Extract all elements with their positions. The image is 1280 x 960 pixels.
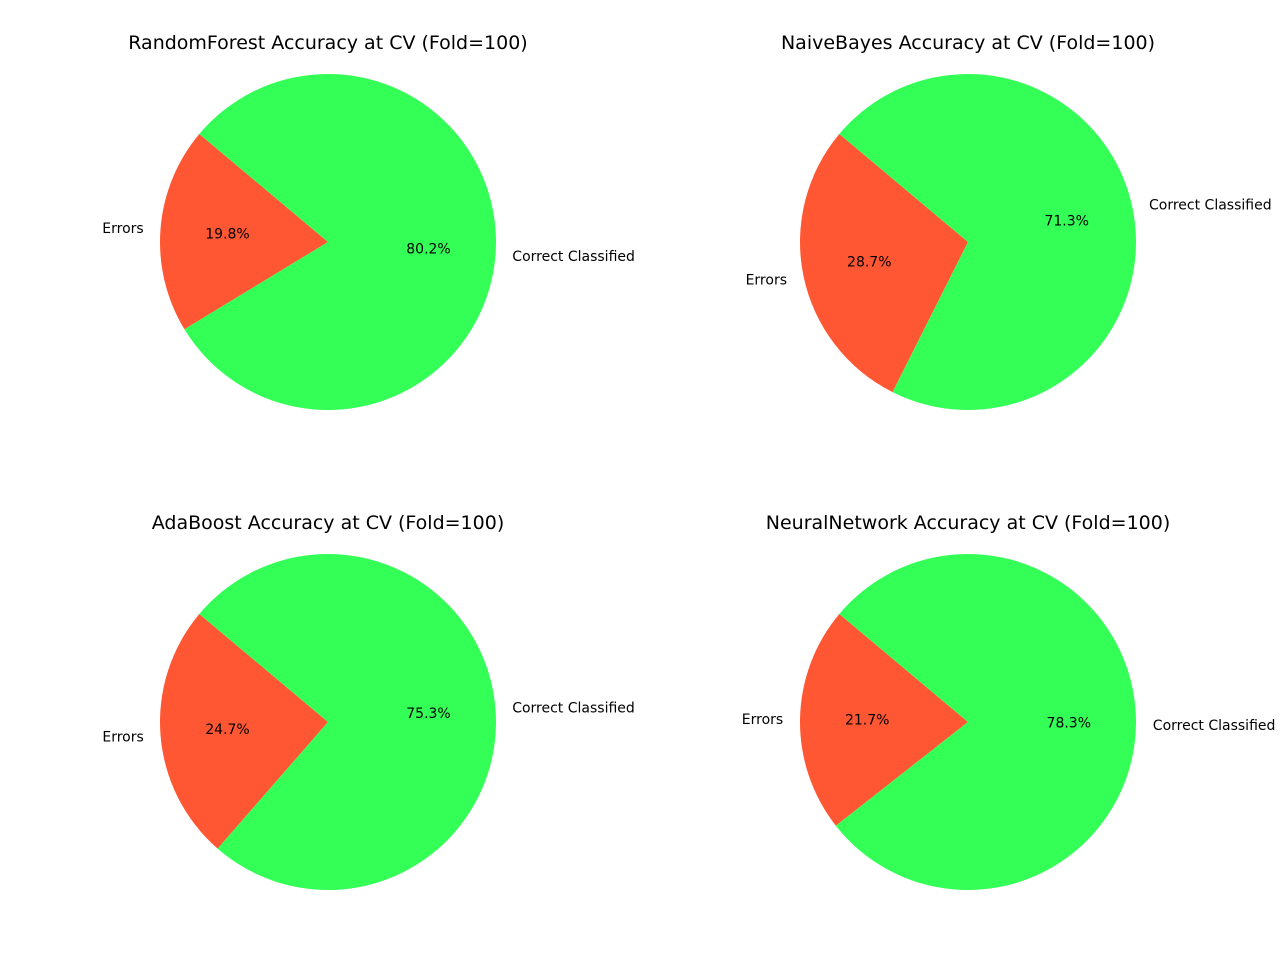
chart-title: RandomForest Accuracy at CV (Fold=100) xyxy=(128,32,527,54)
slice-label-correct-classified: Correct Classified xyxy=(512,249,635,265)
slice-label-errors: Errors xyxy=(742,712,783,728)
slice-label-errors: Errors xyxy=(746,272,787,288)
slice-label-errors: Errors xyxy=(102,729,143,745)
slice-value-correct-classified: 80.2% xyxy=(406,242,450,258)
pie-chart-naivebayes: NaiveBayes Accuracy at CV (Fold=100) Err… xyxy=(746,32,1272,410)
chart-title: NeuralNetwork Accuracy at CV (Fold=100) xyxy=(766,512,1171,534)
pie-slice-correct-classified xyxy=(199,553,496,890)
slice-label-correct-classified: Correct Classified xyxy=(512,701,635,717)
pie-chart-randomforest: RandomForest Accuracy at CV (Fold=100) E… xyxy=(102,32,635,410)
slice-value-correct-classified: 75.3% xyxy=(406,706,450,722)
slice-value-correct-classified: 71.3% xyxy=(1044,214,1088,230)
pie-slice-errors xyxy=(799,134,968,393)
slice-label-correct-classified: Correct Classified xyxy=(1153,718,1276,734)
pie-chart-neuralnetwork: NeuralNetwork Accuracy at CV (Fold=100) … xyxy=(742,512,1276,890)
slice-value-errors: 19.8% xyxy=(205,226,249,242)
pie-slice-correct-classified xyxy=(835,553,1136,890)
slice-value-errors: 21.7% xyxy=(845,712,889,728)
slice-label-errors: Errors xyxy=(102,221,143,237)
chart-title: AdaBoost Accuracy at CV (Fold=100) xyxy=(152,512,504,534)
slice-value-errors: 28.7% xyxy=(847,254,891,270)
pie-slice-correct-classified xyxy=(184,73,496,410)
pie-slice-errors xyxy=(159,134,328,330)
slice-value-errors: 24.7% xyxy=(205,722,249,738)
chart-title: NaiveBayes Accuracy at CV (Fold=100) xyxy=(781,32,1155,54)
pie-slice-correct-classified xyxy=(839,73,1136,410)
pie-chart-adaboost: AdaBoost Accuracy at CV (Fold=100) Error… xyxy=(102,512,635,890)
slice-label-correct-classified: Correct Classified xyxy=(1149,198,1272,214)
slice-value-correct-classified: 78.3% xyxy=(1047,716,1091,732)
pie-slice-errors xyxy=(159,614,328,849)
pie-slice-errors xyxy=(799,614,968,826)
